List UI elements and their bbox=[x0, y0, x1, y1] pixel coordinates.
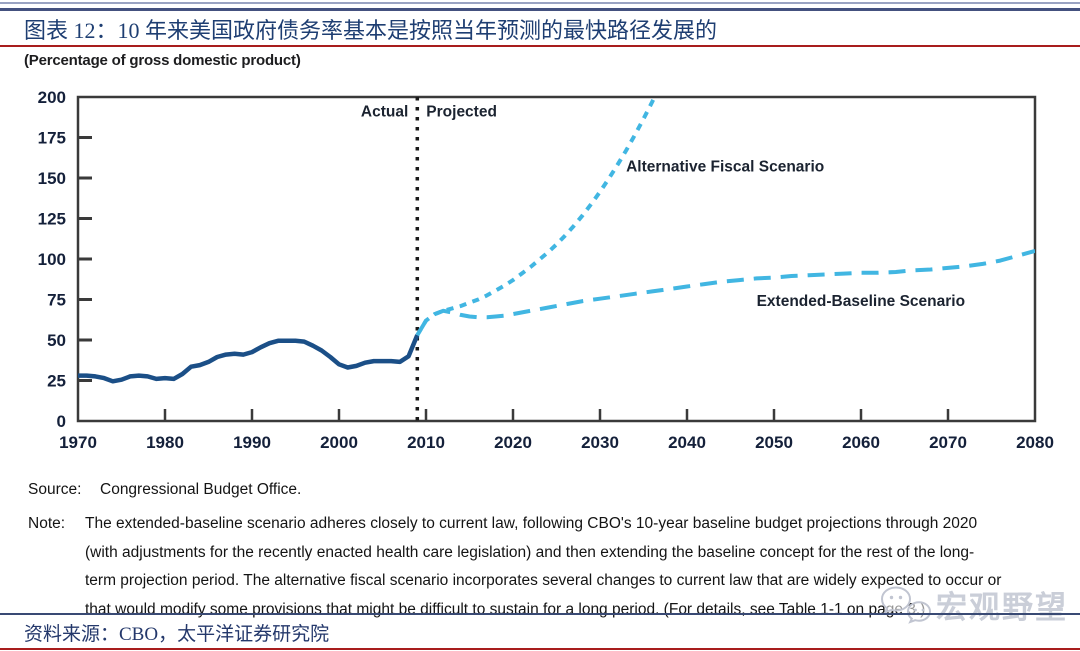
annotation-projected: Projected bbox=[426, 103, 497, 120]
source-label: Source: bbox=[28, 481, 82, 498]
y-tick-label: 150 bbox=[38, 169, 66, 188]
figure-title: 图表 12：10 年来美国政府债务率基本是按照当年预测的最快路径发展的 bbox=[24, 18, 718, 43]
x-tick-label: 1990 bbox=[233, 433, 271, 452]
x-tick-label: 2080 bbox=[1016, 433, 1054, 452]
x-tick-label: 2060 bbox=[842, 433, 880, 452]
top-rule bbox=[0, 8, 1080, 11]
footer-rule bbox=[0, 613, 1080, 615]
y-tick-label: 100 bbox=[38, 250, 66, 269]
title-underline-rule bbox=[0, 45, 1080, 47]
plot-frame bbox=[76, 95, 1037, 423]
series-group bbox=[78, 97, 1035, 384]
top-rule-light bbox=[0, 2, 1080, 4]
annotation-ext: Extended-Baseline Scenario bbox=[757, 293, 965, 310]
y-tick-label: 175 bbox=[38, 129, 66, 148]
note-block: Note: The extended-baseline scenario adh… bbox=[28, 510, 1040, 624]
y-tick-label: 125 bbox=[38, 210, 66, 229]
y-tick-label: 75 bbox=[47, 291, 66, 310]
footer-source-text: 资料来源：CBO，太平洋证券研究院 bbox=[24, 624, 330, 645]
y-tick-label: 50 bbox=[47, 331, 66, 350]
debt-projection-chart: 0 25 50 75 100 125 150 175 200 1970 1980 1990 2000 20… bbox=[0, 87, 1080, 470]
y-tick-label: 200 bbox=[38, 88, 66, 107]
chart-units-subtitle: (Percentage of gross domestic product) bbox=[24, 52, 301, 69]
note-label: Note: bbox=[28, 515, 66, 532]
x-tick-label: 1970 bbox=[59, 433, 97, 452]
series-actual bbox=[78, 334, 420, 384]
series-alternative-fiscal-scenario bbox=[415, 97, 657, 337]
series-extended-baseline-scenario bbox=[415, 248, 1035, 337]
annotation-actual: Actual bbox=[361, 103, 408, 120]
x-tick-label: 2050 bbox=[755, 433, 793, 452]
x-tick-label: 2070 bbox=[929, 433, 967, 452]
x-tick-label: 2000 bbox=[320, 433, 358, 452]
x-tick-label: 2030 bbox=[581, 433, 619, 452]
source-text: Congressional Budget Office. bbox=[100, 481, 302, 498]
y-tick-label: 0 bbox=[57, 412, 66, 431]
y-tick-label: 25 bbox=[47, 372, 66, 391]
x-tick-label: 1980 bbox=[146, 433, 184, 452]
annotation-alt: Alternative Fiscal Scenario bbox=[626, 159, 824, 176]
note-text: The extended-baseline scenario adheres c… bbox=[85, 515, 1002, 618]
x-tick-label: 2010 bbox=[407, 433, 445, 452]
chart-canvas: 0 25 50 75 100 125 150 175 200 1970 1980 1990 2000 20… bbox=[38, 88, 1054, 452]
source-block: Source: Congressional Budget Office. bbox=[28, 481, 1038, 499]
x-tick-label: 2040 bbox=[668, 433, 706, 452]
bottom-rule bbox=[0, 648, 1080, 650]
x-tick-label: 2020 bbox=[494, 433, 532, 452]
